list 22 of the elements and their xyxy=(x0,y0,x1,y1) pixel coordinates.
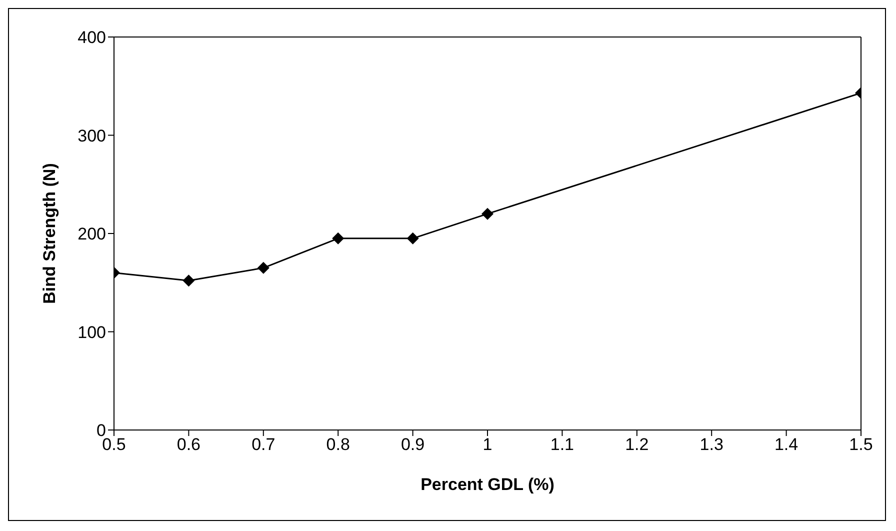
y-tick-label: 300 xyxy=(78,126,106,146)
point xyxy=(406,232,419,244)
point xyxy=(182,274,195,287)
point xyxy=(332,232,344,244)
x-tick-label: 0.9 xyxy=(400,435,425,454)
y-tick-label: 200 xyxy=(78,224,106,244)
x-tick-label: 0.5 xyxy=(102,435,126,454)
x-tick-label: 1.2 xyxy=(625,435,649,454)
point xyxy=(257,262,270,274)
x-tick-label: 1.3 xyxy=(700,435,724,454)
y-axis-title: Bind Strength (N) xyxy=(40,163,60,304)
x-tick-label: 1.1 xyxy=(550,435,574,454)
x-tick-label: 1 xyxy=(482,435,492,454)
x-tick-label: 1.4 xyxy=(774,435,798,454)
x-axis-title: Percent GDL (%) xyxy=(420,475,554,494)
x-tick-label: 1.5 xyxy=(849,435,873,454)
point xyxy=(482,208,494,220)
x-tick-label: 0.7 xyxy=(252,435,276,454)
y-tick-label: 100 xyxy=(78,322,106,342)
y-tick-label: 400 xyxy=(78,28,106,48)
x-tick-label: 0.8 xyxy=(326,435,350,454)
x-tick-label: 0.6 xyxy=(176,435,201,454)
